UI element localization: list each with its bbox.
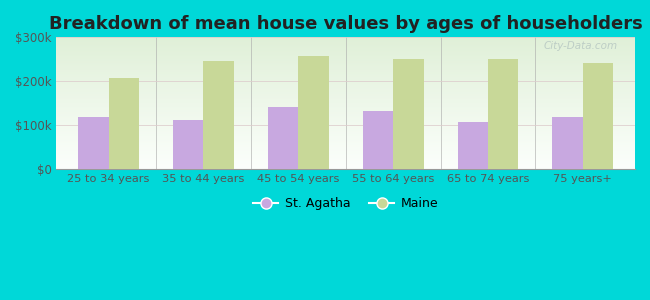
Bar <box>363 111 393 169</box>
Bar <box>203 61 234 169</box>
Title: Breakdown of mean house values by ages of householders: Breakdown of mean house values by ages o… <box>49 15 643 33</box>
Legend: St. Agatha, Maine: St. Agatha, Maine <box>248 192 443 215</box>
Bar <box>173 120 203 169</box>
Bar <box>583 63 613 169</box>
Bar <box>552 117 583 169</box>
Bar <box>298 56 329 169</box>
Text: City-Data.com: City-Data.com <box>543 41 618 51</box>
Bar <box>488 59 518 169</box>
Bar <box>78 117 109 169</box>
Bar <box>393 59 424 169</box>
Bar <box>268 107 298 169</box>
Bar <box>109 78 139 169</box>
Bar <box>458 122 488 169</box>
